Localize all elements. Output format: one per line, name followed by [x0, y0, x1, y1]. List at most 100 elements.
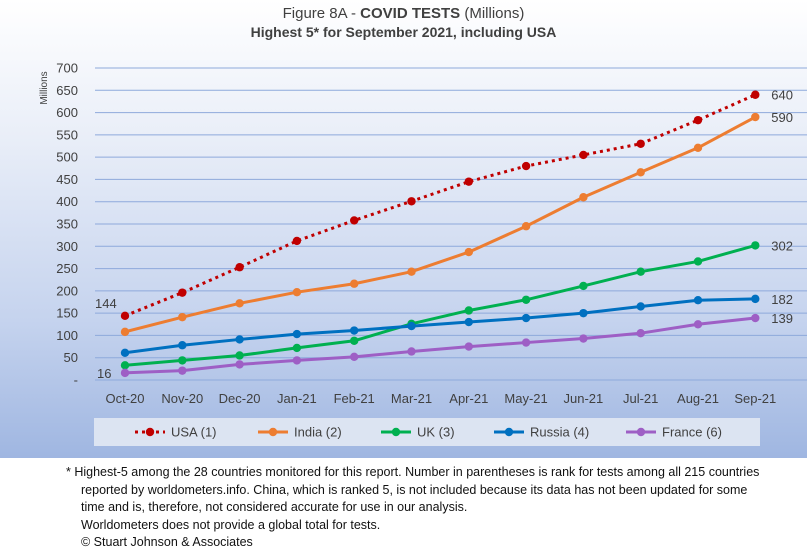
x-tick-label: Sep-21: [734, 391, 776, 406]
footnote-line-2: reported by worldometers.info. China, wh…: [81, 482, 748, 497]
y-tick-label: 150: [56, 306, 78, 321]
legend-marker-usa: [145, 427, 155, 437]
data-point-russia: [579, 308, 588, 318]
x-tick-label: Jun-21: [564, 391, 604, 406]
data-label: 144: [95, 296, 117, 311]
x-tick-label: Jul-21: [623, 391, 658, 406]
data-point-russia: [464, 317, 473, 327]
x-tick-label: Mar-21: [391, 391, 432, 406]
data-point-france: [636, 329, 645, 338]
chart-area: Figure 8A - COVID TESTS (Millions) Highe…: [0, 0, 807, 458]
data-point-russia: [407, 321, 416, 331]
data-point-uk: [751, 241, 760, 250]
data-point-uk: [636, 267, 645, 276]
x-tick-label: Apr-21: [449, 391, 488, 406]
footnote-line-3: time and is, therefore, not considered a…: [81, 500, 468, 514]
y-tick-label: 450: [56, 172, 78, 187]
data-point-uk: [521, 295, 531, 304]
data-point-uk: [235, 351, 244, 360]
data-point-uk: [178, 356, 187, 365]
series-line-india: [124, 115, 757, 334]
data-point-france: [178, 366, 187, 375]
data-point-france: [292, 356, 302, 365]
y-tick-label: 250: [56, 261, 78, 276]
data-point-usa: [120, 311, 130, 321]
data-point-usa: [178, 288, 187, 297]
y-axis-label: Millions: [39, 71, 50, 104]
data-point-usa: [751, 90, 760, 99]
data-label: 139: [771, 311, 793, 326]
data-point-usa: [292, 236, 302, 246]
data-point-usa: [464, 177, 473, 186]
data-point-france: [407, 347, 416, 356]
series-line-france: [124, 316, 756, 375]
x-tick-label: May-21: [504, 391, 547, 406]
series-line-usa: [124, 93, 756, 318]
data-point-france: [693, 320, 703, 329]
legend-label-india: India (2): [294, 425, 342, 440]
chart-title: Figure 8A - COVID TESTS (Millions): [0, 5, 807, 22]
data-point-usa: [521, 161, 531, 171]
data-point-uk: [464, 306, 473, 315]
data-point-india: [521, 222, 531, 231]
data-label: 302: [771, 238, 793, 253]
chart-subtitle: Highest 5* for September 2021, including…: [250, 24, 557, 40]
data-point-russia: [235, 335, 244, 344]
footnote: * Highest-5 among the 28 countries monit…: [66, 464, 801, 552]
legend-label-france: France (6): [662, 425, 722, 440]
data-point-india: [636, 168, 645, 177]
data-point-russia: [751, 294, 760, 304]
data-point-uk: [350, 336, 359, 345]
legend-label-usa: USA (1): [171, 425, 217, 440]
y-tick-label: 100: [56, 328, 78, 343]
data-point-france: [464, 342, 473, 351]
legend-label-russia: Russia (4): [530, 425, 589, 440]
series-line-russia: [124, 297, 756, 355]
x-tick-label: Dec-20: [219, 391, 261, 406]
data-point-russia: [292, 329, 302, 339]
data-point-france: [521, 338, 531, 347]
chart-title-prefix: Figure 8A -: [282, 5, 361, 22]
data-point-india: [693, 143, 703, 152]
x-tick-label: Oct-20: [105, 391, 144, 406]
data-point-india: [292, 287, 302, 297]
data-point-india: [350, 279, 359, 288]
data-label: 640: [771, 88, 793, 103]
legend-label-uk: UK (3): [417, 425, 455, 440]
y-tick-label: 650: [56, 83, 78, 98]
data-point-france: [235, 360, 244, 369]
data-point-uk: [292, 343, 302, 353]
data-point-uk: [693, 257, 703, 266]
data-point-india: [751, 112, 760, 122]
x-tick-label: Nov-20: [161, 391, 203, 406]
legend-marker-uk: [391, 427, 401, 437]
data-point-russia: [521, 313, 531, 323]
y-tick-label: 400: [56, 194, 78, 209]
data-point-russia: [636, 302, 645, 311]
chart-title-bold: COVID TESTS: [360, 5, 461, 22]
data-point-india: [120, 327, 130, 337]
data-point-india: [235, 299, 244, 308]
y-tick-label: 300: [56, 239, 78, 254]
chart-title-suffix: (Millions): [460, 5, 525, 22]
x-tick-label: Aug-21: [677, 391, 719, 406]
footnote-line-1: * Highest-5 among the 28 countries monit…: [66, 465, 760, 479]
data-point-russia: [178, 341, 187, 350]
y-tick-label: 200: [56, 283, 78, 298]
legend-marker-france: [636, 427, 646, 437]
series-line-uk: [124, 243, 756, 367]
x-tick-label: Jan-21: [277, 391, 317, 406]
data-point-france: [350, 352, 359, 362]
data-point-france: [120, 368, 130, 378]
data-point-india: [464, 247, 473, 257]
data-point-france: [579, 334, 588, 343]
data-point-india: [579, 193, 588, 202]
footnote-line-4: Worldometers does not provide a global t…: [81, 517, 381, 532]
legend-marker-russia: [504, 427, 514, 437]
y-tick-label: 50: [64, 350, 78, 365]
data-point-usa: [407, 197, 416, 206]
data-point-india: [178, 312, 187, 322]
data-point-uk: [120, 361, 130, 370]
y-tick-label: -: [74, 373, 78, 388]
copyright-text: © Stuart Johnson & Associates: [81, 535, 253, 549]
